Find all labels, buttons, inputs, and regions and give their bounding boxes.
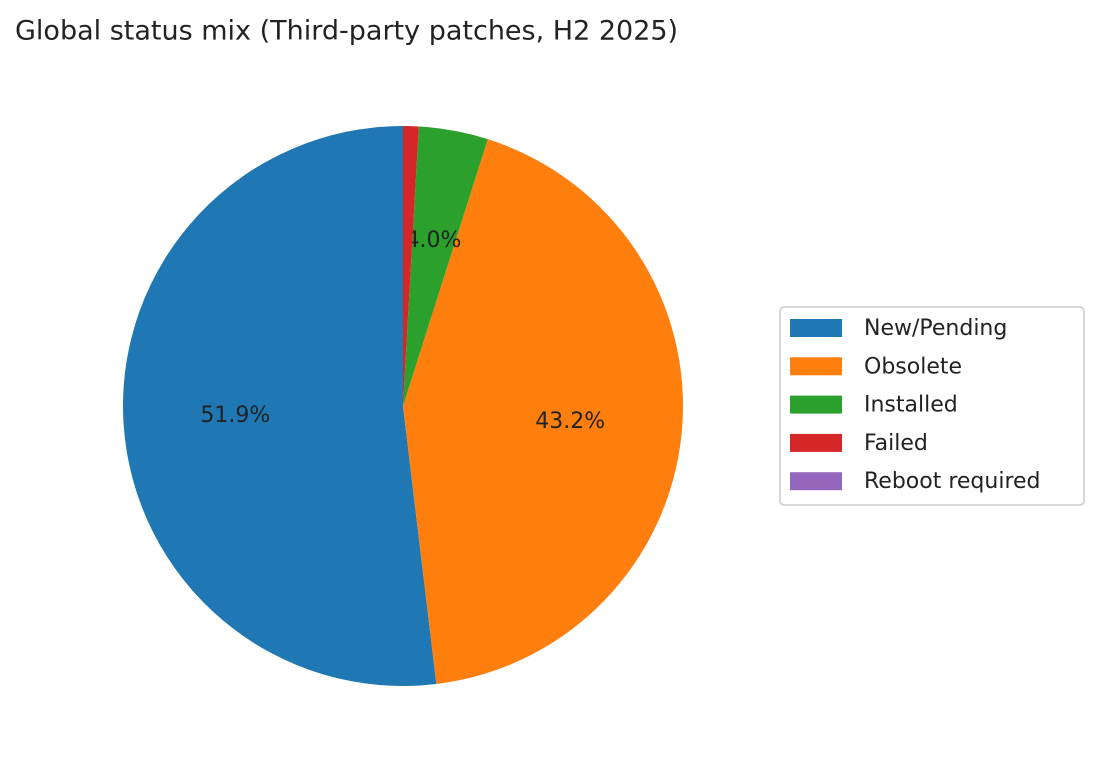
pie: 51.9% 43.2% 4.0% [123,126,684,686]
legend-swatch [790,357,842,376]
legend-swatch [790,319,842,337]
slice-label: 51.9% [200,403,270,428]
legend-label: Reboot required [864,469,1041,494]
legend-swatch [790,395,842,414]
pie-slice [123,126,437,686]
slice-label: 43.2% [535,409,605,434]
legend-label: Obsolete [864,354,962,379]
legend-label: New/Pending [864,316,1007,341]
legend-label: Installed [864,393,958,418]
legend-label: Failed [864,431,928,456]
slice-label: 4.0% [405,228,461,253]
pie-slice [403,126,419,406]
legend-swatch [790,433,842,452]
legend: New/Pending Obsolete Installed Failed Reboot… [790,316,1041,494]
pie-slice [403,126,488,406]
legend-swatch [790,472,842,491]
legend-box [779,306,1085,506]
pie-slice [403,139,684,685]
chart-title: Global status mix (Third-party patches, … [15,16,678,47]
